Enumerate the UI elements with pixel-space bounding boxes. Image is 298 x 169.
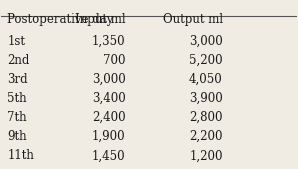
Text: 9th: 9th xyxy=(7,130,27,143)
Text: 700: 700 xyxy=(103,54,125,67)
Text: 1,200: 1,200 xyxy=(189,149,223,162)
Text: 2,200: 2,200 xyxy=(189,130,223,143)
Text: 2,400: 2,400 xyxy=(92,111,125,124)
Text: Postoperative day: Postoperative day xyxy=(7,13,114,26)
Text: 4,050: 4,050 xyxy=(189,73,223,86)
Text: 2nd: 2nd xyxy=(7,54,30,67)
Text: 3,000: 3,000 xyxy=(189,35,223,48)
Text: 7th: 7th xyxy=(7,111,27,124)
Text: 1,900: 1,900 xyxy=(92,130,125,143)
Text: Input ml: Input ml xyxy=(75,13,125,26)
Text: Output ml: Output ml xyxy=(163,13,223,26)
Text: 11th: 11th xyxy=(7,149,34,162)
Text: 3,900: 3,900 xyxy=(189,92,223,105)
Text: 3rd: 3rd xyxy=(7,73,28,86)
Text: 5th: 5th xyxy=(7,92,27,105)
Text: 2,800: 2,800 xyxy=(189,111,223,124)
Text: 3,400: 3,400 xyxy=(91,92,125,105)
Text: 1,350: 1,350 xyxy=(92,35,125,48)
Text: 3,000: 3,000 xyxy=(91,73,125,86)
Text: 5,200: 5,200 xyxy=(189,54,223,67)
Text: 1st: 1st xyxy=(7,35,25,48)
Text: 1,450: 1,450 xyxy=(92,149,125,162)
